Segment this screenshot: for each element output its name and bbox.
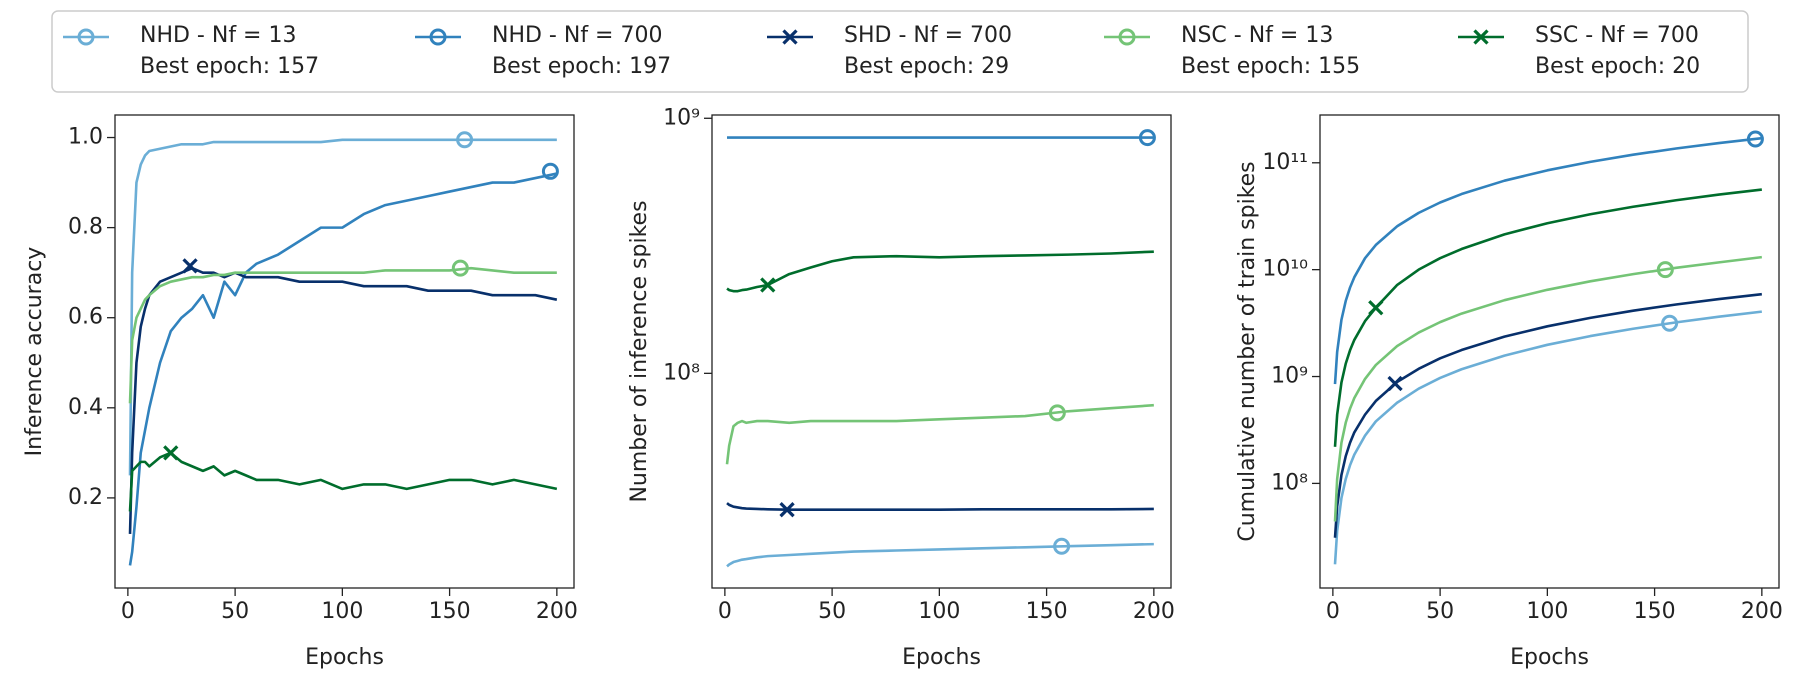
- legend-marker: [77, 28, 95, 46]
- best-marker: [779, 502, 795, 518]
- best-marker: [1746, 130, 1764, 148]
- best-marker: [1048, 404, 1066, 422]
- legend-label: SSC - Nf = 700: [1535, 23, 1699, 48]
- best-marker: [1656, 261, 1674, 279]
- series-line: [726, 542, 1154, 568]
- x-tick-label: 100: [918, 599, 960, 624]
- best-marker: [451, 259, 469, 277]
- series-line: [726, 250, 1154, 293]
- x-tick-label: 200: [1133, 599, 1175, 624]
- x-tick-label: 50: [818, 599, 846, 624]
- best-marker: [541, 162, 559, 180]
- y-tick-label: 0.4: [68, 395, 103, 420]
- best-marker: [1368, 300, 1384, 316]
- y-tick-label: 10⁹: [1271, 364, 1308, 389]
- x-tick-label: 0: [1326, 599, 1340, 624]
- series-line: [128, 451, 558, 512]
- y-axis-label: Number of inference spikes: [627, 200, 652, 502]
- x-tick-label: 100: [321, 599, 363, 624]
- y-tick-label: 1.0: [68, 125, 103, 150]
- x-axis-label: Epochs: [1510, 645, 1589, 670]
- series-line: [128, 266, 557, 404]
- x-tick-label: 100: [1526, 599, 1568, 624]
- legend-note: Best epoch: 29: [844, 54, 1009, 79]
- legend-note: Best epoch: 197: [492, 54, 671, 79]
- legend-note: Best epoch: 155: [1181, 54, 1360, 79]
- y-tick-label: 0.8: [68, 215, 103, 240]
- legend-note: Best epoch: 157: [140, 54, 319, 79]
- axes-frame: [711, 114, 1172, 589]
- x-axis-label: Epochs: [305, 645, 384, 670]
- series-line: [1333, 310, 1762, 565]
- x-tick-label: 150: [1026, 599, 1068, 624]
- x-tick-label: 50: [221, 599, 249, 624]
- best-marker: [760, 277, 776, 293]
- x-tick-label: 150: [1634, 599, 1676, 624]
- series-line: [128, 172, 558, 566]
- legend-marker: [1118, 28, 1136, 46]
- legend-label: NHD - Nf = 700: [492, 23, 662, 48]
- axes-frame: [114, 114, 575, 589]
- axes-frame: [1319, 114, 1780, 589]
- x-tick-label: 150: [429, 599, 471, 624]
- legend-box: [51, 10, 1749, 93]
- series-line: [725, 403, 1154, 465]
- x-tick-label: 0: [718, 599, 732, 624]
- x-tick-label: 200: [536, 599, 578, 624]
- legend-note: Best epoch: 20: [1535, 54, 1700, 79]
- best-marker: [1661, 314, 1679, 332]
- legend-marker: [782, 29, 798, 45]
- y-tick-label: 10¹¹: [1262, 150, 1308, 175]
- y-tick-label: 0.6: [68, 305, 103, 330]
- best-marker: [182, 258, 198, 274]
- x-axis-label: Epochs: [902, 645, 981, 670]
- series-line: [1333, 292, 1762, 538]
- y-tick-label: 0.2: [68, 485, 103, 510]
- y-tick-label: 10¹⁰: [1262, 257, 1308, 282]
- series-line: [1333, 188, 1762, 447]
- legend-marker: [429, 28, 447, 46]
- legend-label: SHD - Nf = 700: [844, 23, 1012, 48]
- legend-label: NHD - Nf = 13: [140, 23, 296, 48]
- best-marker: [1387, 375, 1403, 392]
- y-axis-label: Cumulative number of train spikes: [1235, 161, 1260, 541]
- x-tick-label: 50: [1426, 599, 1454, 624]
- best-marker: [456, 131, 474, 149]
- series-line: [726, 502, 1154, 511]
- series-line: [1333, 255, 1762, 522]
- x-tick-label: 200: [1741, 599, 1783, 624]
- legend-marker: [1473, 29, 1489, 45]
- best-marker: [163, 445, 179, 461]
- best-marker: [1138, 129, 1156, 147]
- y-tick-label: 10⁹: [663, 105, 700, 130]
- series-line: [1333, 136, 1762, 385]
- x-tick-label: 0: [121, 599, 135, 624]
- y-axis-label: Inference accuracy: [22, 247, 47, 457]
- best-marker: [1053, 537, 1071, 555]
- legend-label: NSC - Nf = 13: [1181, 23, 1333, 48]
- y-tick-label: 10⁸: [663, 360, 700, 385]
- series-line: [128, 138, 557, 476]
- y-tick-label: 10⁸: [1271, 470, 1308, 495]
